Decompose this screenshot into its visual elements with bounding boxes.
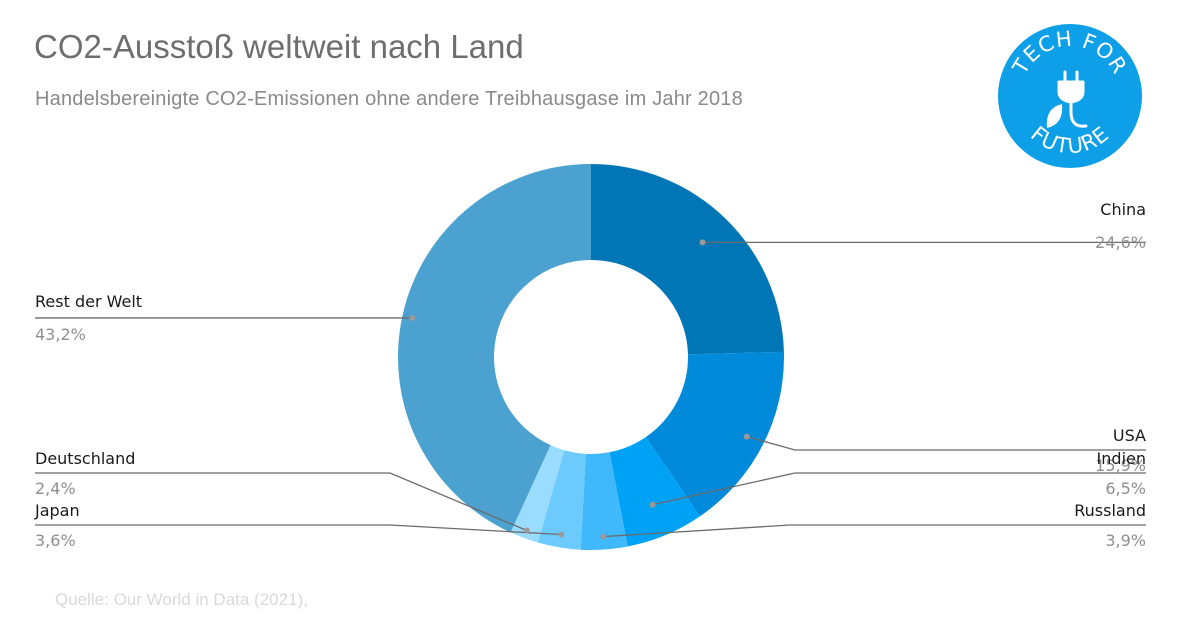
leader-dot-japan bbox=[558, 531, 565, 538]
slice-russland bbox=[580, 452, 628, 550]
label-name-rest-der-welt: Rest der Welt bbox=[35, 292, 142, 311]
leader-line-russland bbox=[603, 524, 1146, 538]
slice-china bbox=[591, 164, 784, 355]
leader-dot-indien bbox=[649, 501, 656, 508]
label-value-russland: 3,9% bbox=[1105, 531, 1146, 550]
slice-japan bbox=[537, 450, 586, 550]
slice-indien bbox=[609, 437, 700, 547]
leader-dot-rest-der-welt bbox=[409, 314, 416, 321]
label-value-china: 24,6% bbox=[1095, 233, 1146, 252]
chart-title: CO2-Ausstoß weltweit nach Land bbox=[34, 28, 524, 65]
slice-usa bbox=[645, 351, 785, 517]
label-name-japan: Japan bbox=[34, 501, 80, 520]
leader-dot-china bbox=[699, 239, 706, 246]
leader-line-indien bbox=[652, 472, 1146, 506]
label-value-usa: 15,9% bbox=[1095, 456, 1146, 475]
label-name-deutschland: Deutschland bbox=[35, 449, 135, 468]
source-note: Quelle: Our World in Data (2021), bbox=[55, 590, 308, 609]
leader-dot-russland bbox=[600, 533, 607, 540]
label-value-indien: 6,5% bbox=[1105, 479, 1146, 498]
label-name-china: China bbox=[1100, 200, 1146, 219]
label-value-japan: 3,6% bbox=[35, 531, 76, 550]
label-name-usa: USA bbox=[1113, 426, 1146, 445]
leader-line-deutschland bbox=[35, 472, 528, 532]
chart-subtitle: Handelsbereinigte CO2-Emissionen ohne an… bbox=[35, 88, 743, 110]
slice-deutschland bbox=[510, 445, 565, 543]
label-value-deutschland: 2,4% bbox=[35, 479, 76, 498]
label-name-indien: Indien bbox=[1097, 449, 1146, 468]
leader-line-usa bbox=[746, 435, 1146, 451]
leader-line-japan bbox=[35, 524, 562, 536]
leader-dot-deutschland bbox=[523, 527, 530, 534]
leader-dot-usa bbox=[743, 433, 750, 440]
label-value-rest-der-welt: 43,2% bbox=[35, 325, 86, 344]
label-name-russland: Russland bbox=[1074, 501, 1146, 520]
slice-rest-der-welt bbox=[398, 164, 591, 533]
